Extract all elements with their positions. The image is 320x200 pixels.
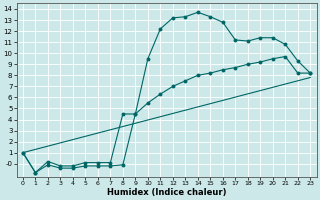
X-axis label: Humidex (Indice chaleur): Humidex (Indice chaleur) [107,188,226,197]
